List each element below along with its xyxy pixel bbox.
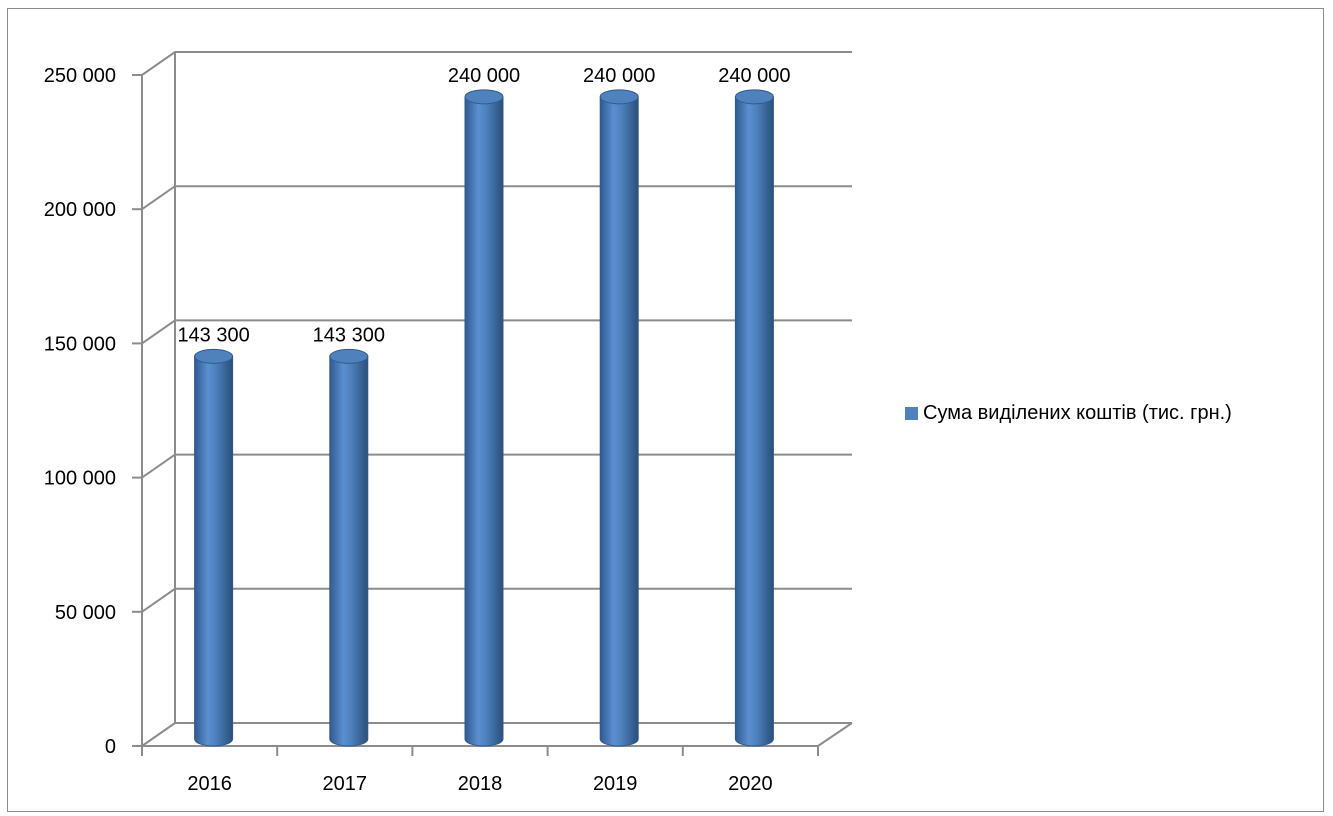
y-tick-label: 0: [105, 736, 116, 758]
data-label: 240 000: [718, 65, 790, 87]
data-label: 143 300: [313, 324, 385, 346]
x-tick-label: 2018: [458, 773, 503, 795]
bar: [329, 348, 369, 747]
y-tick-label: 50 000: [55, 602, 116, 624]
legend-label: Сума виділених коштів (тис. грн.): [923, 402, 1232, 424]
x-axis-ticks: 2016 2017 2018 2019 2020: [187, 773, 772, 795]
y-tick-label: 250 000: [44, 65, 116, 87]
y-axis-ticks: 0 50 000 100 000 150 000 200 000 250 000: [44, 65, 116, 758]
bars: [194, 89, 774, 747]
data-labels: 143 300 143 300 240 000 240 000 240 000: [177, 65, 790, 347]
bar: [734, 89, 774, 747]
legend: Сума виділених коштів (тис. грн.): [905, 402, 1232, 425]
x-tick-label: 2017: [323, 773, 368, 795]
y-tick-label: 100 000: [44, 468, 116, 490]
bar: [464, 89, 504, 747]
data-label: 240 000: [448, 65, 520, 87]
bar: [599, 89, 639, 747]
bar: [194, 348, 234, 747]
axes: [132, 52, 853, 756]
x-tick-label: 2016: [187, 773, 232, 795]
x-tick-label: 2019: [593, 773, 638, 795]
data-label: 143 300: [177, 324, 249, 346]
y-tick-label: 150 000: [44, 333, 116, 355]
x-tick-label: 2020: [728, 773, 773, 795]
data-label: 240 000: [583, 65, 655, 87]
legend-swatch: [905, 407, 918, 420]
y-tick-label: 200 000: [44, 199, 116, 221]
